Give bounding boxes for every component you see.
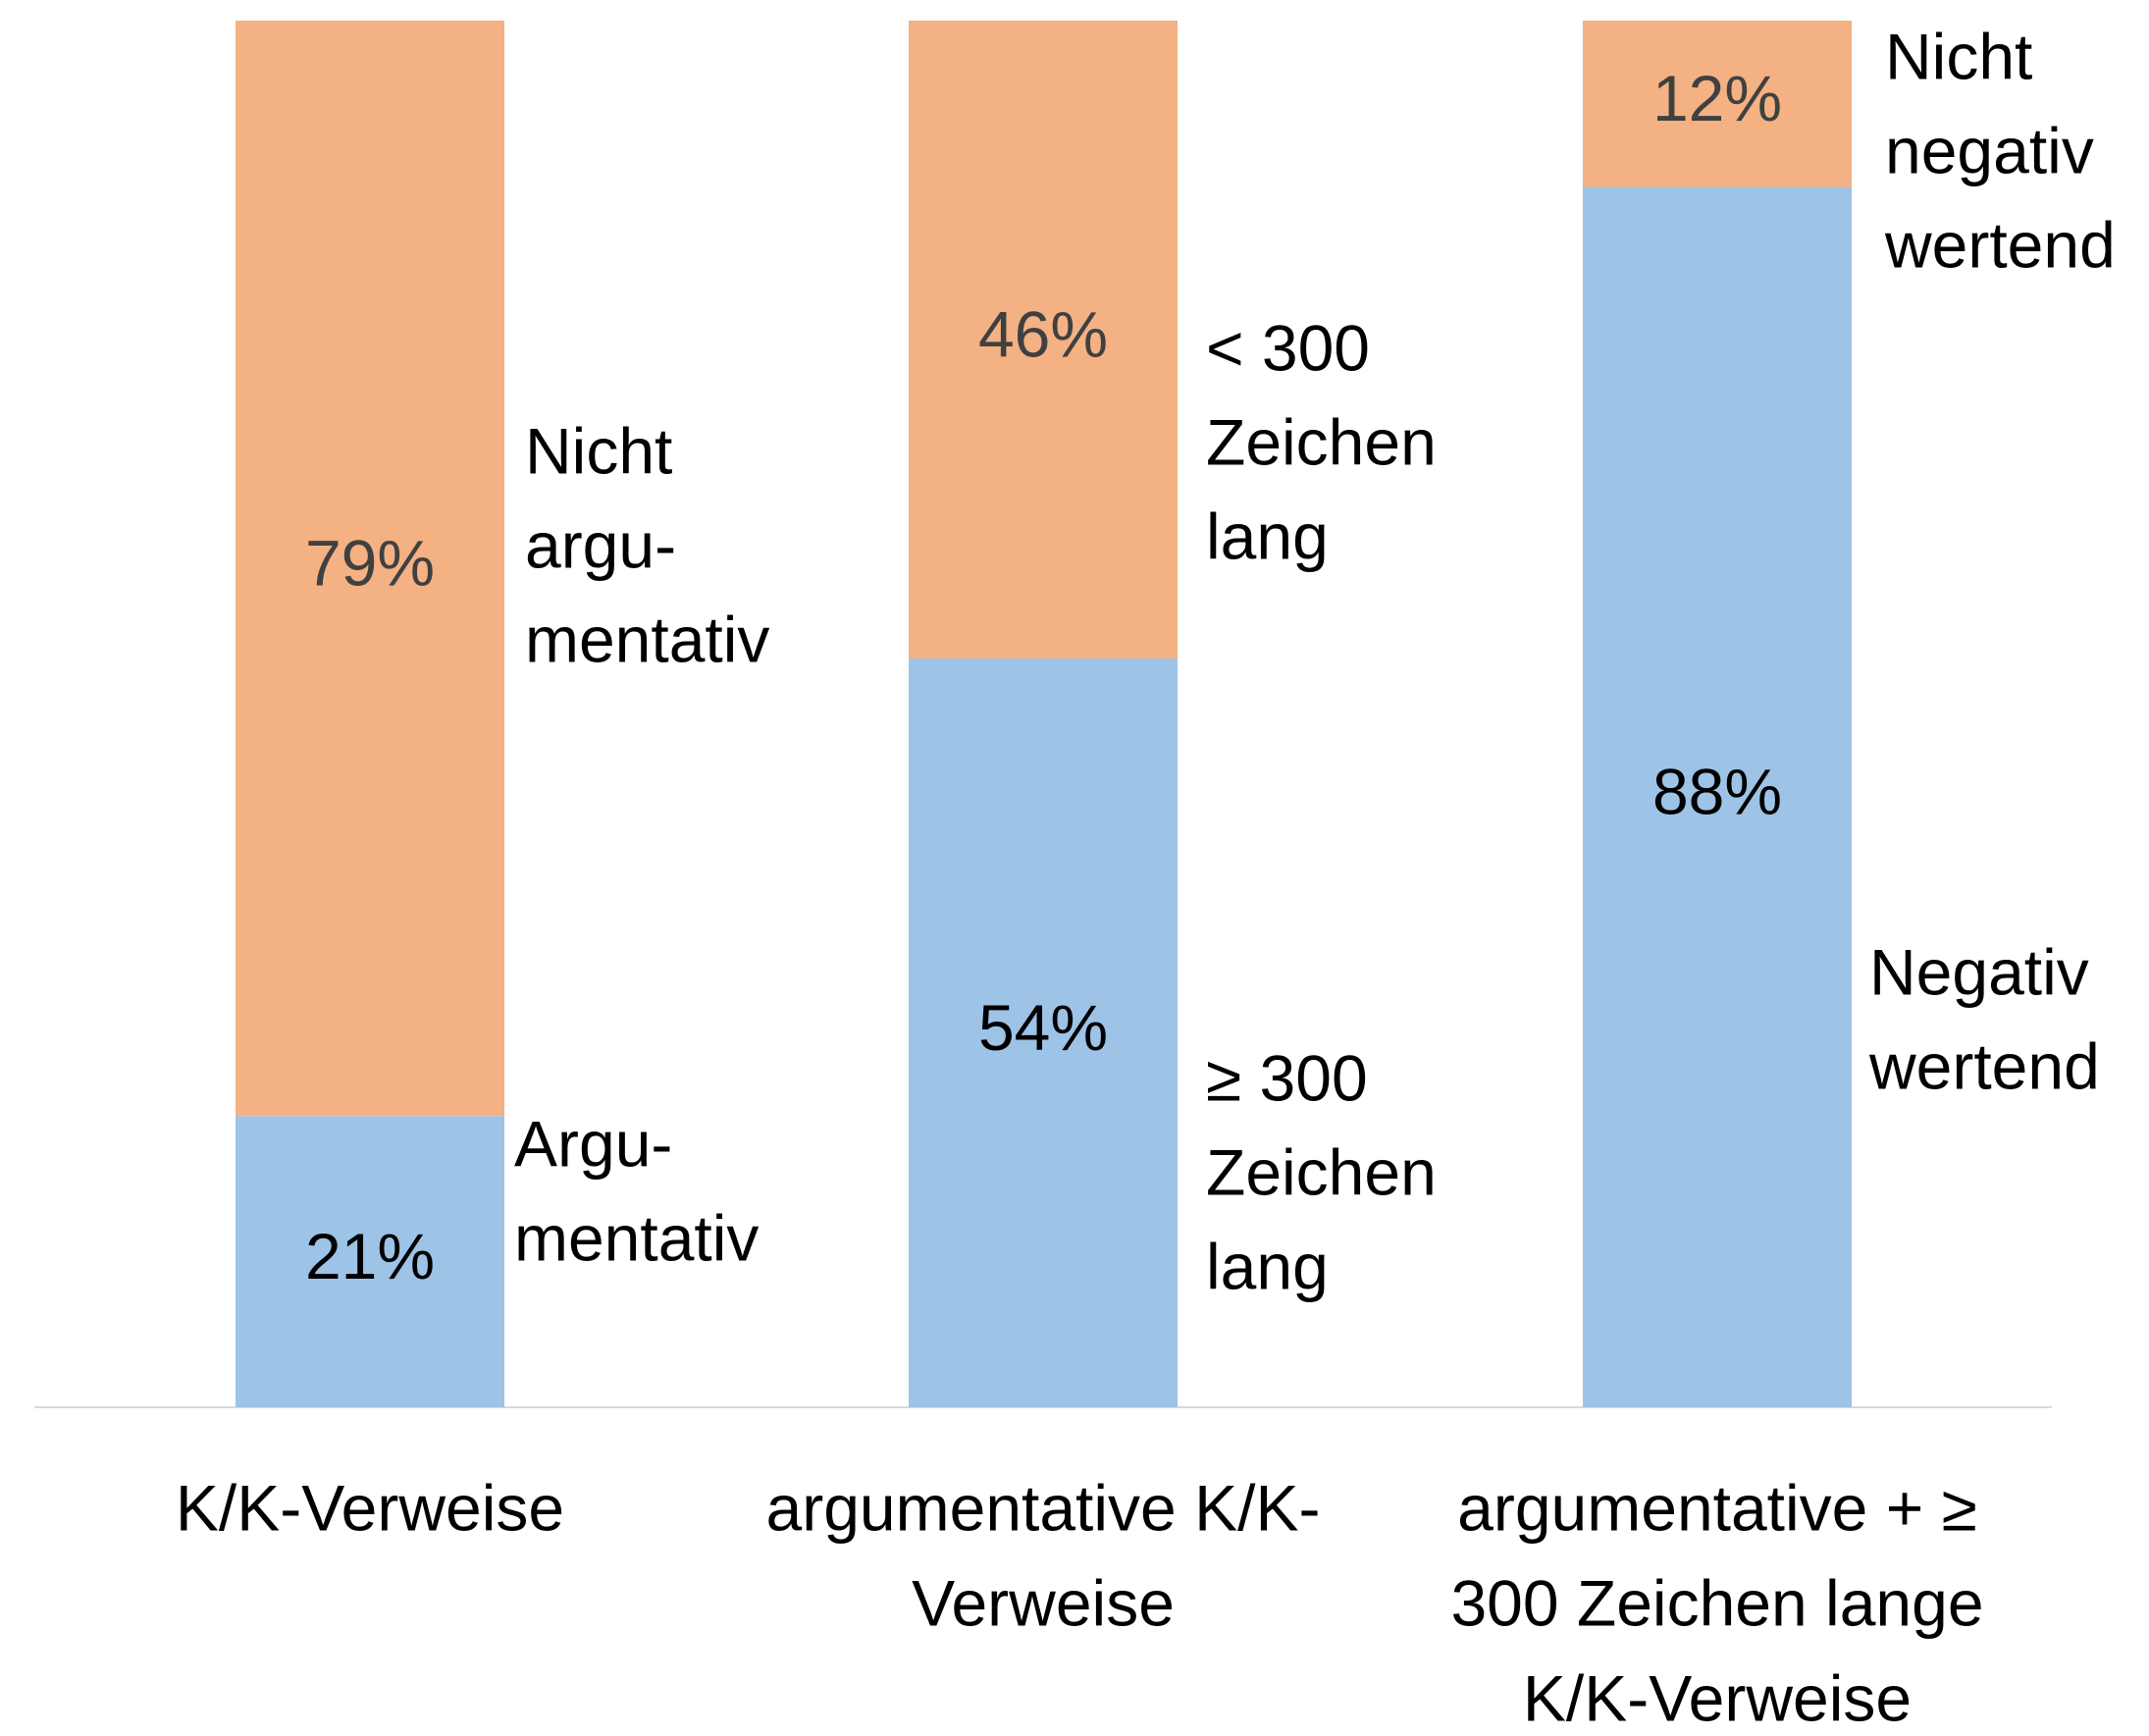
segment-label: mentativ — [525, 603, 769, 675]
segment-label: Zeichen — [1206, 405, 1437, 478]
segment-label: Zeichen — [1206, 1135, 1437, 1208]
segment-label: wertend — [1868, 1029, 2100, 1102]
segment-label: Negativ — [1869, 935, 2089, 1008]
x-tick-label: argumentative K/K- — [766, 1471, 1321, 1544]
segment-label: < 300 — [1206, 311, 1370, 384]
x-tick-label: 300 Zeichen lange — [1450, 1566, 1983, 1639]
bar-segment — [909, 658, 1178, 1407]
segment-label: argu- — [525, 508, 676, 581]
segment-label: wertend — [1884, 208, 2116, 281]
segment-label: lang — [1206, 500, 1329, 572]
bar-segment — [236, 1116, 504, 1407]
x-tick-label: argumentative + ≥ — [1457, 1471, 1977, 1544]
value-label: 88% — [1652, 756, 1782, 828]
bar-segment — [1583, 21, 1852, 187]
value-label: 21% — [305, 1220, 435, 1292]
segment-label: ≥ 300 — [1206, 1041, 1368, 1114]
value-label: 79% — [305, 527, 435, 600]
segment-label: Argu- — [514, 1107, 672, 1180]
x-tick-label: K/K-Verweise — [176, 1471, 564, 1544]
x-tick-label: K/K-Verweise — [1523, 1661, 1912, 1734]
segment-label: negativ — [1885, 114, 2094, 186]
value-label: 46% — [978, 297, 1108, 370]
value-label: 54% — [978, 991, 1108, 1064]
segment-label: mentativ — [514, 1201, 759, 1274]
bar-segment — [236, 21, 504, 1117]
segment-label: Nicht — [1885, 20, 2032, 92]
bar-segment — [909, 21, 1178, 658]
x-tick-label: Verweise — [912, 1566, 1175, 1639]
value-label: 12% — [1652, 62, 1782, 134]
bar-segment — [1583, 186, 1852, 1407]
segment-label: lang — [1206, 1230, 1329, 1302]
segment-label: Nicht — [525, 414, 672, 487]
